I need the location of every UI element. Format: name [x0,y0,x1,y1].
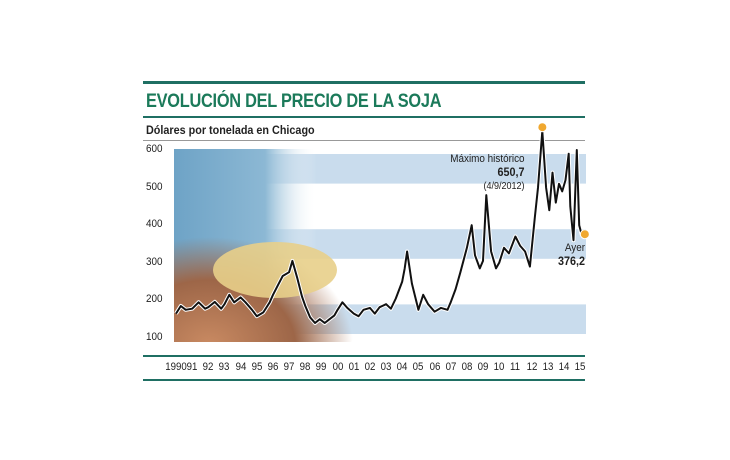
photo-beans [213,242,337,298]
x-tick-label: 06 [429,361,440,373]
x-tick-label: 14 [558,361,570,373]
x-tick-label: 99 [316,361,327,373]
x-tick-label: 12 [526,361,537,373]
max-date: (4/9/2012) [483,181,525,192]
last-value: 376,2 [557,254,585,268]
x-tick-label: 94 [235,361,247,373]
x-tick-label: 98 [299,361,311,373]
x-tick-label: 97 [283,361,295,373]
last-label: Ayer [564,242,585,254]
y-tick-label: 200 [146,293,163,306]
x-tick-label: 03 [380,361,392,373]
x-tick-label: 09 [477,361,489,373]
y-tick-label: 600 [146,143,163,155]
max-marker [537,122,548,133]
top-rule [143,81,585,84]
x-tick-label: 10 [493,361,505,373]
max-annotation: Máximo histórico 650,7 (4/9/2012) [451,153,525,193]
x-tick-label: 08 [461,361,473,373]
x-tick-label: 00 [332,361,343,373]
x-tick-label: 92 [202,361,214,373]
price-line [175,130,585,324]
x-tick-label: 11 [510,361,521,373]
x-tick-label: 1990 [165,361,187,373]
x-tick-label: 02 [364,361,376,373]
max-value: 650,7 [497,165,525,179]
last-marker [579,229,590,240]
y-tick-label: 300 [146,255,163,268]
x-tick-label: 07 [445,361,457,373]
subtitle-rule [143,140,585,141]
chart-title: EVOLUCIÓN DEL PRECIO DE LA SOJA [146,91,442,112]
last-annotation: Ayer 376,2 [558,242,585,269]
x-tick-label: 91 [186,361,198,373]
x-tick-label: 95 [251,361,263,373]
max-label: Máximo histórico [450,153,525,165]
y-tick-label: 500 [146,180,163,193]
xaxis-bottom-rule [143,379,585,381]
x-tick-label: 05 [413,361,424,373]
xaxis-top-rule [143,355,585,357]
x-tick-label: 01 [348,361,360,373]
x-tick-label: 15 [574,361,586,373]
x-tick-label: 04 [396,361,408,373]
y-tick-label: 100 [146,331,163,343]
x-tick-label: 93 [219,361,230,373]
x-tick-label: 13 [542,361,554,373]
title-rule [143,116,585,118]
x-tick-label: 96 [267,361,279,373]
chart-subtitle: Dólares por tonelada en Chicago [146,123,315,137]
y-tick-label: 400 [146,218,163,231]
